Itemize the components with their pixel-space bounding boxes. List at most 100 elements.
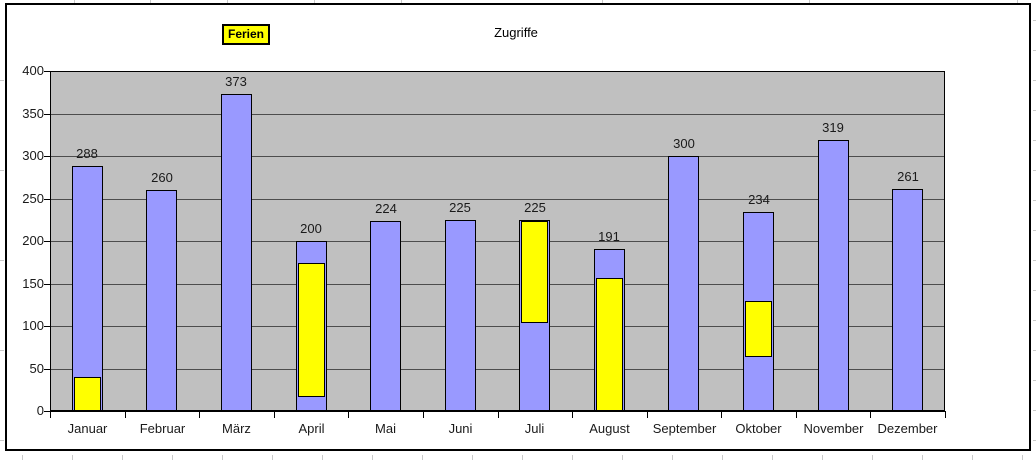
sheet-gridline bbox=[422, 455, 423, 460]
x-axis-label-dezember: Dezember bbox=[877, 421, 938, 436]
x-axis-tick bbox=[945, 411, 946, 418]
sheet-gridline bbox=[1033, 80, 1036, 81]
y-axis-label: 250 bbox=[22, 191, 44, 206]
x-axis-label-juni: Juni bbox=[448, 421, 473, 436]
x-axis-label-august: August bbox=[589, 421, 630, 436]
sheet-gridline bbox=[1033, 140, 1036, 141]
bar-value-november: 319 bbox=[822, 120, 844, 135]
bar-value-juli: 225 bbox=[524, 200, 546, 215]
sheet-gridline bbox=[1033, 110, 1036, 111]
x-axis-label-oktober: Oktober bbox=[735, 421, 782, 436]
x-axis-label-juli: Juli bbox=[524, 421, 545, 436]
bar-juni[interactable] bbox=[445, 220, 476, 411]
ferien-segment-januar[interactable] bbox=[74, 377, 101, 411]
bar-november[interactable] bbox=[818, 140, 849, 411]
y-axis-label: 350 bbox=[22, 106, 44, 121]
sheet-gridline bbox=[1033, 380, 1036, 381]
sheet-gridline bbox=[72, 455, 73, 460]
bar-februar[interactable] bbox=[146, 190, 177, 411]
y-axis-tick bbox=[44, 411, 50, 412]
bar-dezember[interactable] bbox=[892, 189, 923, 411]
bar-september[interactable] bbox=[668, 156, 699, 411]
sheet-gridline bbox=[1022, 455, 1023, 460]
x-axis-tick bbox=[572, 411, 573, 418]
x-axis-label-januar: Januar bbox=[67, 421, 108, 436]
gridline-100 bbox=[51, 326, 944, 327]
y-axis-tick bbox=[44, 241, 50, 242]
sheet-gridline bbox=[150, 0, 151, 3]
bar-value-april: 200 bbox=[300, 221, 322, 236]
sheet-gridline bbox=[1033, 410, 1036, 411]
bar-value-mai: 224 bbox=[375, 201, 397, 216]
sheet-gridline bbox=[622, 455, 623, 460]
y-axis-tick bbox=[44, 114, 50, 115]
bar-märz[interactable] bbox=[221, 94, 252, 411]
x-axis-tick bbox=[498, 411, 499, 418]
sheet-gridline bbox=[0, 350, 4, 351]
bar-value-september: 300 bbox=[673, 136, 695, 151]
sheet-gridline bbox=[272, 455, 273, 460]
sheet-gridline bbox=[74, 0, 75, 3]
chart-title[interactable]: Zugriffe bbox=[494, 25, 538, 40]
bar-value-januar: 288 bbox=[76, 146, 98, 161]
sheet-gridline bbox=[122, 455, 123, 460]
ferien-segment-oktober[interactable] bbox=[745, 301, 772, 357]
x-axis-tick bbox=[125, 411, 126, 418]
gridline-200 bbox=[51, 241, 944, 242]
gridline-50 bbox=[51, 369, 944, 370]
sheet-gridline bbox=[172, 455, 173, 460]
y-axis-label: 200 bbox=[22, 233, 44, 248]
sheet-gridline bbox=[1033, 230, 1036, 231]
gridline-250 bbox=[51, 199, 944, 200]
bar-value-märz: 373 bbox=[225, 74, 247, 89]
x-axis-tick bbox=[423, 411, 424, 418]
y-axis-label: 50 bbox=[29, 361, 44, 376]
y-axis-tick bbox=[44, 369, 50, 370]
y-axis-label: 400 bbox=[22, 63, 44, 78]
bar-value-februar: 260 bbox=[151, 170, 173, 185]
y-axis-label: 0 bbox=[36, 403, 44, 418]
x-axis-label-februar: Februar bbox=[139, 421, 186, 436]
sheet-gridline bbox=[0, 80, 4, 81]
sheet-gridline bbox=[822, 455, 823, 460]
sheet-gridline bbox=[22, 455, 23, 460]
ferien-segment-juli[interactable] bbox=[521, 221, 548, 323]
bar-mai[interactable] bbox=[370, 221, 401, 411]
sheet-gridline bbox=[602, 0, 603, 3]
y-axis-tick bbox=[44, 326, 50, 327]
sheet-gridline bbox=[672, 455, 673, 460]
y-axis-tick bbox=[44, 71, 50, 72]
sheet-gridline bbox=[314, 0, 315, 3]
y-axis-label: 100 bbox=[22, 318, 44, 333]
sheet-gridline bbox=[1033, 170, 1036, 171]
y-axis-tick bbox=[44, 156, 50, 157]
x-axis-tick bbox=[796, 411, 797, 418]
x-axis-label-september: September bbox=[652, 421, 717, 436]
bar-value-juni: 225 bbox=[449, 200, 471, 215]
bar-value-august: 191 bbox=[598, 229, 620, 244]
x-axis-line bbox=[50, 410, 945, 412]
sheet-gridline bbox=[472, 455, 473, 460]
ferien-segment-april[interactable] bbox=[298, 263, 325, 397]
sheet-gridline bbox=[1033, 50, 1036, 51]
x-axis-label-mai: Mai bbox=[375, 421, 396, 436]
y-axis-label: 150 bbox=[22, 276, 44, 291]
x-axis-label-märz: März bbox=[222, 421, 251, 436]
x-axis-label-april: April bbox=[298, 421, 325, 436]
sheet-gridline bbox=[1033, 200, 1036, 201]
bar-januar[interactable] bbox=[72, 166, 103, 411]
y-axis-tick bbox=[44, 284, 50, 285]
y-axis-label: 300 bbox=[22, 148, 44, 163]
bar-value-dezember: 261 bbox=[897, 169, 919, 184]
sheet-gridline bbox=[1033, 20, 1036, 21]
sheet-gridline bbox=[1033, 440, 1036, 441]
sheet-gridline bbox=[222, 455, 223, 460]
x-axis-tick bbox=[348, 411, 349, 418]
ferien-legend[interactable]: Ferien bbox=[222, 24, 271, 45]
sheet-gridline bbox=[1033, 260, 1036, 261]
sheet-gridline bbox=[372, 455, 373, 460]
bar-value-oktober: 234 bbox=[748, 192, 770, 207]
ferien-segment-august[interactable] bbox=[596, 278, 623, 411]
sheet-gridline bbox=[0, 440, 4, 441]
ferien-legend-label: Ferien bbox=[228, 27, 265, 41]
